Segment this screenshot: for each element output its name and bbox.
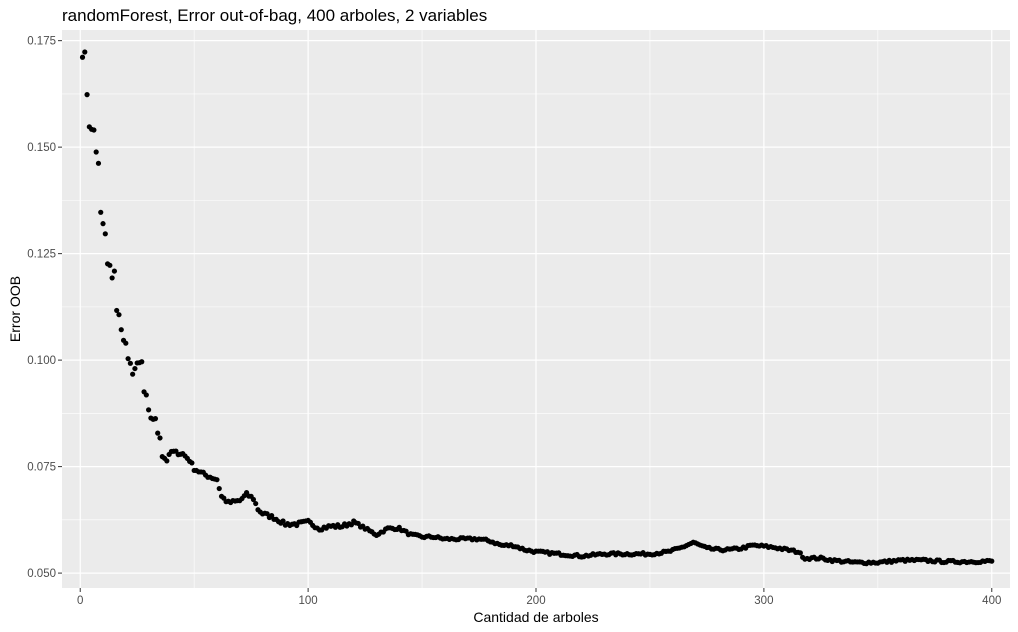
x-axis-title: Cantidad de arboles: [473, 609, 598, 625]
data-point: [280, 518, 286, 524]
data-point: [100, 221, 106, 227]
data-point: [216, 485, 222, 492]
data-points: [79, 49, 995, 567]
y-axis-title: Error OOB: [7, 276, 23, 342]
y-tick-label: 0.050: [27, 568, 56, 580]
data-point: [264, 511, 270, 517]
y-tick-label: 0.150: [27, 142, 56, 154]
y-tick-label: 0.125: [27, 249, 56, 261]
data-point: [125, 356, 131, 362]
data-point: [989, 558, 995, 564]
data-point: [118, 327, 124, 333]
data-point: [93, 149, 99, 155]
y-tick-label: 0.175: [27, 36, 56, 48]
data-point: [79, 54, 86, 60]
x-tick-label: 200: [526, 595, 545, 607]
data-point: [143, 392, 149, 398]
data-point: [114, 307, 120, 314]
y-tick-label: 0.075: [27, 462, 56, 474]
y-tick-label: 0.100: [27, 355, 56, 367]
data-point: [253, 500, 259, 507]
x-tick-label: 400: [982, 595, 1001, 607]
data-point: [797, 550, 803, 556]
data-point: [84, 92, 90, 98]
x-tick-label: 300: [754, 595, 773, 607]
data-point: [130, 371, 136, 377]
data-point: [111, 268, 118, 274]
data-point: [102, 231, 108, 237]
data-point: [189, 460, 195, 466]
data-point: [139, 359, 145, 365]
data-point: [157, 435, 163, 441]
data-point: [107, 262, 113, 268]
x-tick-label: 100: [299, 595, 318, 607]
x-tick-label: 0: [77, 595, 83, 607]
data-point: [348, 522, 355, 528]
data-point: [132, 365, 138, 372]
data-point: [214, 477, 220, 483]
data-point: [250, 496, 257, 503]
data-point: [127, 360, 133, 366]
chart-title: randomForest, Error out-of-bag, 400 arbo…: [62, 6, 487, 25]
data-point: [123, 340, 129, 346]
data-point: [98, 209, 104, 215]
x-axis: 0 100 200 300 400: [77, 588, 1001, 607]
data-point: [152, 416, 159, 422]
data-point: [164, 458, 170, 464]
data-point: [109, 275, 115, 281]
data-point: [91, 127, 97, 133]
data-point: [116, 312, 122, 318]
data-point: [82, 49, 88, 55]
data-point: [95, 160, 102, 166]
data-point: [146, 407, 152, 413]
y-axis: 0.050 0.075 0.100 0.125 0.150 0.175: [27, 36, 62, 580]
major-gridlines: [62, 30, 1010, 588]
data-point: [155, 430, 161, 436]
